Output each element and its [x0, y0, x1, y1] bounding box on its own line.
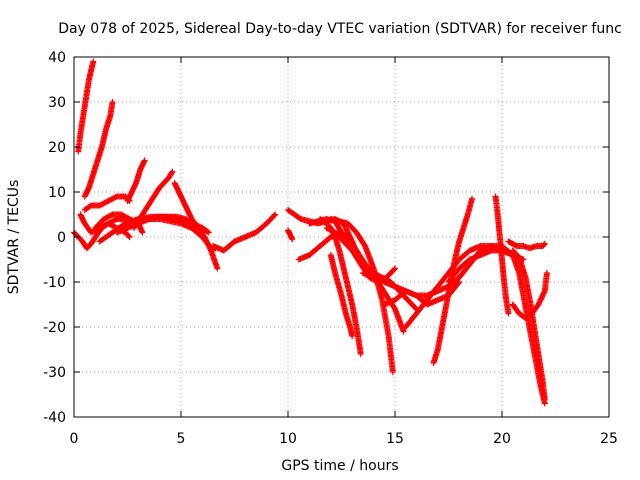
series-arc-25	[492, 193, 512, 317]
y-tick-label: 10	[48, 185, 66, 201]
series-arc-29	[505, 238, 548, 252]
data-point	[389, 369, 396, 375]
data-point	[349, 333, 356, 339]
data-point	[456, 279, 463, 285]
series-arc-19	[306, 216, 351, 245]
data-point	[543, 270, 550, 276]
series-arc-23	[430, 195, 476, 366]
y-axis-label: SDTVAR / TECUs	[6, 180, 22, 295]
data-point	[109, 99, 116, 105]
data-point	[126, 234, 133, 240]
data-point	[392, 265, 398, 272]
data-point	[90, 58, 97, 65]
y-tick-label: 40	[48, 50, 66, 66]
series-arc-30	[445, 247, 527, 285]
series-arc-05	[81, 193, 133, 213]
data-point	[214, 265, 221, 272]
data-point	[541, 241, 548, 248]
data-point	[357, 351, 364, 357]
y-tick-label: -10	[43, 275, 66, 291]
data-marks	[71, 58, 550, 407]
data-point	[455, 280, 462, 287]
x-tick-label: 20	[493, 431, 511, 447]
series-arc-11	[113, 216, 217, 254]
chart-title: Day 078 of 2025, Sidereal Day-to-day VTE…	[58, 21, 622, 37]
y-tick-label: -20	[43, 320, 66, 336]
series-arc-04	[77, 211, 133, 240]
data-point	[541, 240, 548, 247]
x-axis-label: GPS time / hours	[281, 458, 398, 474]
data-point	[205, 229, 212, 236]
data-point	[272, 211, 279, 218]
x-tick-label: 10	[279, 431, 297, 447]
y-tick-label: 30	[48, 95, 66, 111]
data-point	[139, 229, 146, 236]
data-point	[520, 256, 527, 263]
series-arc-02	[75, 58, 97, 155]
data-point	[125, 233, 132, 240]
series-arc-15	[295, 229, 420, 312]
series-arc-26	[477, 243, 548, 407]
series-arc-03	[81, 99, 116, 200]
series-arc-14	[285, 207, 398, 285]
data-point	[412, 305, 419, 311]
x-tick-label: 5	[177, 431, 186, 447]
data-point	[204, 228, 211, 235]
axis-ticks: 0 5 10 15 20 25 -40 -30 -20 -10 0 10 20 30 40	[43, 50, 618, 447]
data-point	[169, 168, 176, 175]
series-arc-13	[285, 227, 296, 243]
y-tick-label: -30	[43, 365, 66, 381]
data-point	[469, 195, 476, 202]
data-point	[391, 266, 398, 273]
data-point	[141, 157, 148, 164]
data-point	[400, 328, 407, 335]
series-arc-07	[124, 157, 148, 204]
data-point	[505, 310, 512, 317]
series-arc-28	[509, 270, 550, 321]
y-tick-label: 20	[48, 140, 66, 156]
series-arc-12	[210, 211, 279, 254]
series-arc-16	[317, 216, 364, 357]
data-point	[271, 212, 278, 219]
x-tick-label: 0	[70, 431, 79, 447]
x-tick-label: 15	[386, 431, 404, 447]
data-point	[168, 169, 175, 176]
y-tick-label: 0	[57, 230, 66, 246]
x-tick-label: 25	[600, 431, 618, 447]
data-point	[289, 236, 296, 243]
data-point	[541, 396, 548, 402]
series-arc-17	[327, 252, 356, 339]
y-tick-label: -40	[43, 410, 66, 426]
